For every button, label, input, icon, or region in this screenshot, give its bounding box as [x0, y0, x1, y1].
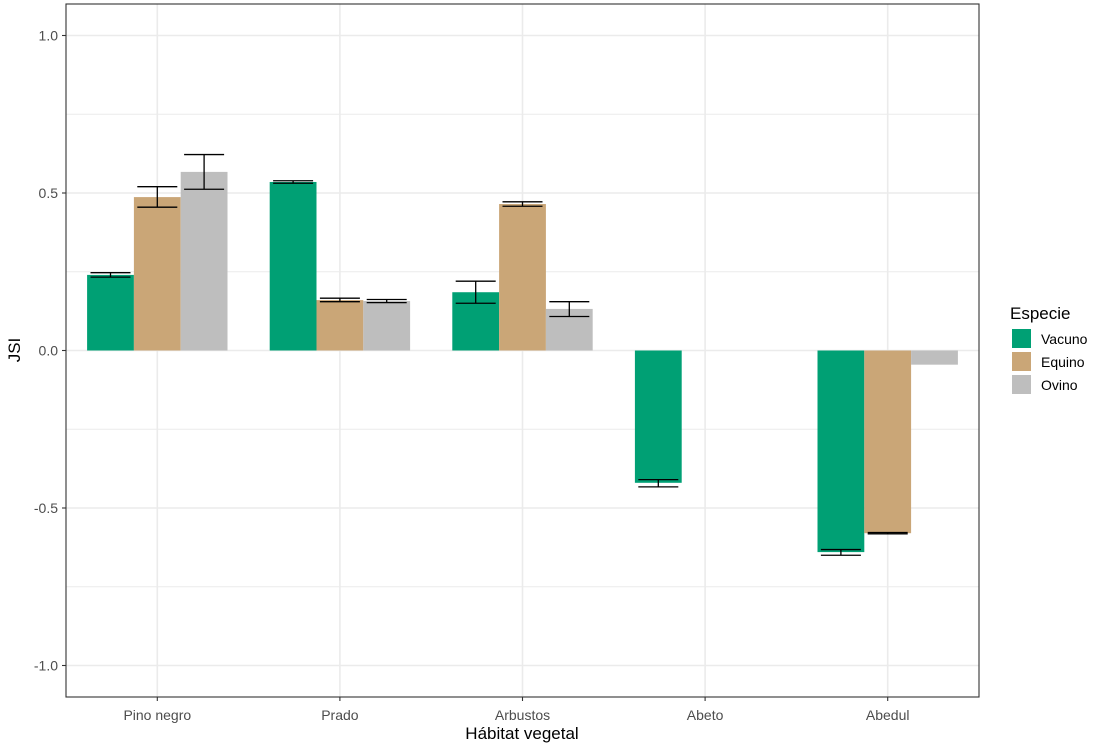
bar-ovino [363, 301, 411, 351]
x-tick-label: Arbustos [495, 707, 550, 723]
error-bar-vacuno [455, 280, 496, 304]
bar-vacuno [817, 350, 865, 553]
x-tick-label: Prado [321, 707, 359, 723]
y-tick-label: 0.0 [39, 343, 59, 359]
x-axis-ticks: Pino negro Prado Arbustos Abeto Abedul [123, 697, 909, 723]
legend-title: Especie [1010, 304, 1070, 323]
y-tick-label: -0.5 [34, 500, 58, 516]
bar-equino [316, 300, 364, 351]
error-bar-ovino [366, 298, 407, 304]
bar-equino [864, 350, 912, 534]
error-bar-ovino [184, 153, 225, 190]
error-bar-vacuno [638, 478, 679, 488]
error-bar-vacuno [273, 180, 314, 184]
x-tick-label: Abedul [866, 707, 910, 723]
error-bar-equino [867, 531, 908, 535]
bar-ovino [180, 171, 228, 351]
x-tick-label: Pino negro [123, 707, 191, 723]
bar-vacuno [634, 350, 682, 483]
legend: Especie Vacuno Equino Ovino [1010, 304, 1088, 394]
legend-key-vacuno [1012, 329, 1031, 348]
y-axis-ticks: 1.0 0.5 0.0 -0.5 -1.0 [34, 28, 66, 674]
error-bars [90, 153, 908, 556]
x-tick-label: Abeto [687, 707, 724, 723]
y-tick-label: 1.0 [39, 28, 59, 44]
y-axis-title: JSI [5, 338, 24, 363]
error-bar-ovino [549, 301, 590, 318]
legend-label-equino: Equino [1041, 354, 1085, 370]
error-bar-vacuno [820, 548, 861, 556]
bar-vacuno [269, 181, 317, 351]
error-bar-equino [137, 186, 178, 208]
legend-label-ovino: Ovino [1041, 377, 1078, 393]
error-bar-vacuno [90, 272, 131, 278]
legend-key-ovino [1012, 375, 1031, 394]
bar-ovino [911, 350, 958, 365]
bar-equino [133, 197, 181, 351]
bars [87, 171, 958, 553]
legend-key-equino [1012, 352, 1031, 371]
y-tick-label: -1.0 [34, 658, 58, 674]
bar-equino [499, 204, 546, 351]
x-axis-title: Hábitat vegetal [465, 724, 578, 743]
legend-label-vacuno: Vacuno [1041, 331, 1088, 347]
bar-vacuno [87, 274, 134, 351]
error-bar-equino [319, 297, 360, 303]
y-tick-label: 0.5 [39, 185, 59, 201]
error-bar-equino [502, 201, 543, 207]
